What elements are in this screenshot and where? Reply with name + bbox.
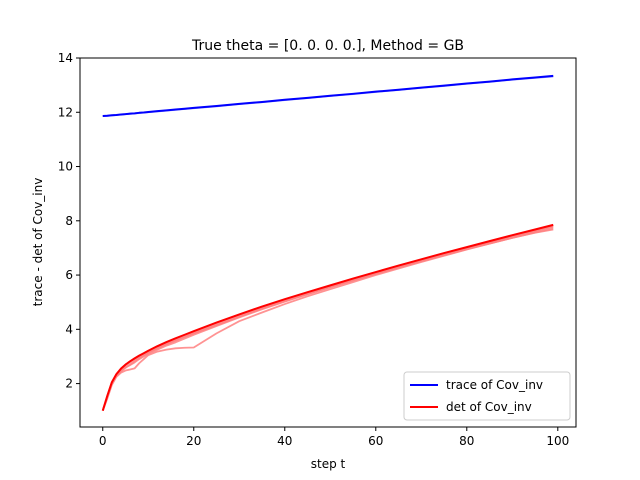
x-tick-label: 20: [186, 434, 201, 448]
series-line-det-run-5: [101, 228, 554, 412]
y-tick-label: 14: [58, 51, 73, 65]
series-line-trace: [102, 74, 554, 118]
y-axis: 2 4 6 8 10 12 14: [58, 51, 80, 391]
y-tick-label: 8: [65, 214, 73, 228]
y-tick-label: 6: [65, 268, 73, 282]
legend: trace of Cov_inv det of Cov_inv: [403, 371, 571, 421]
legend-label-det: det of Cov_inv: [446, 400, 532, 414]
y-tick-label: 4: [65, 322, 73, 336]
x-tick-label: 40: [277, 434, 292, 448]
y-tick-label: 12: [58, 105, 73, 119]
x-tick-label: 0: [99, 434, 107, 448]
y-axis-label: trace - det of Cov_inv: [31, 178, 45, 307]
axes-frame: [79, 57, 577, 428]
x-tick-label: 100: [546, 434, 569, 448]
legend-label-trace: trace of Cov_inv: [446, 378, 543, 392]
series-line-det: [101, 223, 554, 412]
x-tick-label: 60: [368, 434, 383, 448]
legend-box: [403, 371, 571, 421]
x-tick-label: 80: [459, 434, 474, 448]
x-axis: 0 20 40 60 80 100: [99, 427, 569, 448]
plot-area: [101, 74, 554, 412]
y-tick-label: 10: [58, 160, 73, 174]
x-axis-label: step t: [311, 457, 346, 471]
y-tick-label: 2: [65, 377, 73, 391]
chart-title: True theta = [0. 0. 0. 0.], Method = GB: [191, 38, 464, 54]
